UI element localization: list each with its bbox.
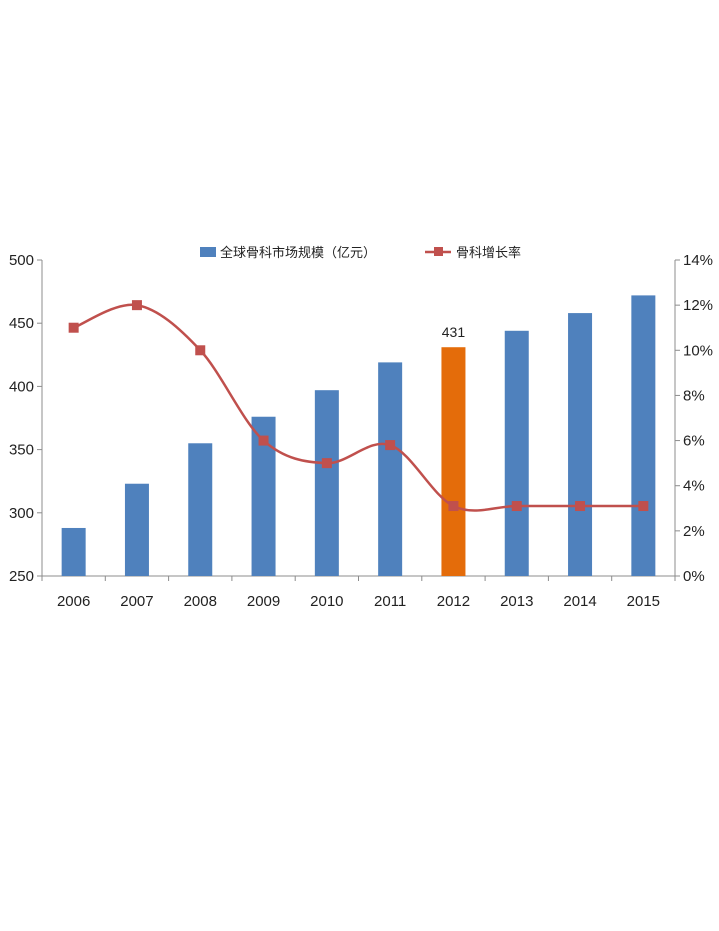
y-right-tick-label: 0% bbox=[683, 568, 705, 585]
growth-rate-line bbox=[73, 303, 644, 512]
y-right-tick-label: 12% bbox=[683, 297, 713, 314]
y-left-tick-label: 400 bbox=[9, 378, 34, 395]
bar bbox=[188, 443, 213, 576]
y-right-tick-label: 14% bbox=[683, 252, 713, 269]
bar bbox=[504, 330, 529, 576]
legend-line-label: 骨科增长率 bbox=[456, 245, 521, 261]
data-labels: 431 bbox=[442, 324, 466, 340]
line-point bbox=[195, 345, 206, 356]
x-tick-label: 2010 bbox=[310, 593, 343, 610]
bar bbox=[441, 347, 466, 576]
legend: 全球骨科市场规模（亿元） 骨科增长率 bbox=[200, 245, 521, 261]
y-right-tick-label: 2% bbox=[683, 523, 705, 540]
y-left-tick-label: 500 bbox=[9, 252, 34, 269]
axes: 250 300 350 400 450 500 0% 2% 4% 6% 8% 10% 12% 14% 200… bbox=[9, 252, 713, 610]
line-point bbox=[131, 300, 142, 311]
line-point bbox=[321, 458, 332, 469]
bar bbox=[124, 483, 149, 576]
line-series bbox=[68, 300, 649, 512]
line-point bbox=[68, 322, 79, 333]
y-left-tick-label: 450 bbox=[9, 315, 34, 332]
line-point bbox=[575, 501, 586, 512]
bar bbox=[568, 313, 593, 576]
bar bbox=[378, 362, 403, 576]
bar-series bbox=[61, 295, 656, 576]
x-tick-label: 2012 bbox=[437, 593, 470, 610]
x-tick-label: 2014 bbox=[563, 593, 596, 610]
line-point bbox=[385, 440, 396, 451]
line-point bbox=[258, 435, 269, 446]
x-tick-label: 2009 bbox=[247, 593, 280, 610]
line-point bbox=[511, 501, 522, 512]
bar bbox=[314, 390, 339, 576]
line-point bbox=[638, 501, 649, 512]
y-left-tick-label: 350 bbox=[9, 442, 34, 459]
x-tick-label: 2015 bbox=[627, 593, 660, 610]
y-right-tick-label: 6% bbox=[683, 433, 705, 450]
x-tick-label: 2013 bbox=[500, 593, 533, 610]
legend-bar-label: 全球骨科市场规模（亿元） bbox=[220, 245, 376, 261]
y-left-tick-label: 300 bbox=[9, 505, 34, 522]
y-right-tick-label: 8% bbox=[683, 387, 705, 404]
legend-line-marker bbox=[434, 247, 443, 256]
x-tick-label: 2006 bbox=[57, 593, 90, 610]
y-left-tick-label: 250 bbox=[9, 568, 34, 585]
y-right-tick-label: 10% bbox=[683, 342, 713, 359]
x-tick-label: 2008 bbox=[184, 593, 217, 610]
line-point bbox=[448, 501, 459, 512]
legend-bar-swatch bbox=[200, 247, 216, 257]
y-right-tick-label: 4% bbox=[683, 478, 705, 495]
bar-data-label: 431 bbox=[442, 324, 466, 340]
x-tick-label: 2011 bbox=[374, 593, 406, 610]
bar bbox=[61, 527, 86, 576]
bar bbox=[631, 295, 656, 576]
x-tick-label: 2007 bbox=[120, 593, 153, 610]
bar bbox=[251, 416, 276, 576]
